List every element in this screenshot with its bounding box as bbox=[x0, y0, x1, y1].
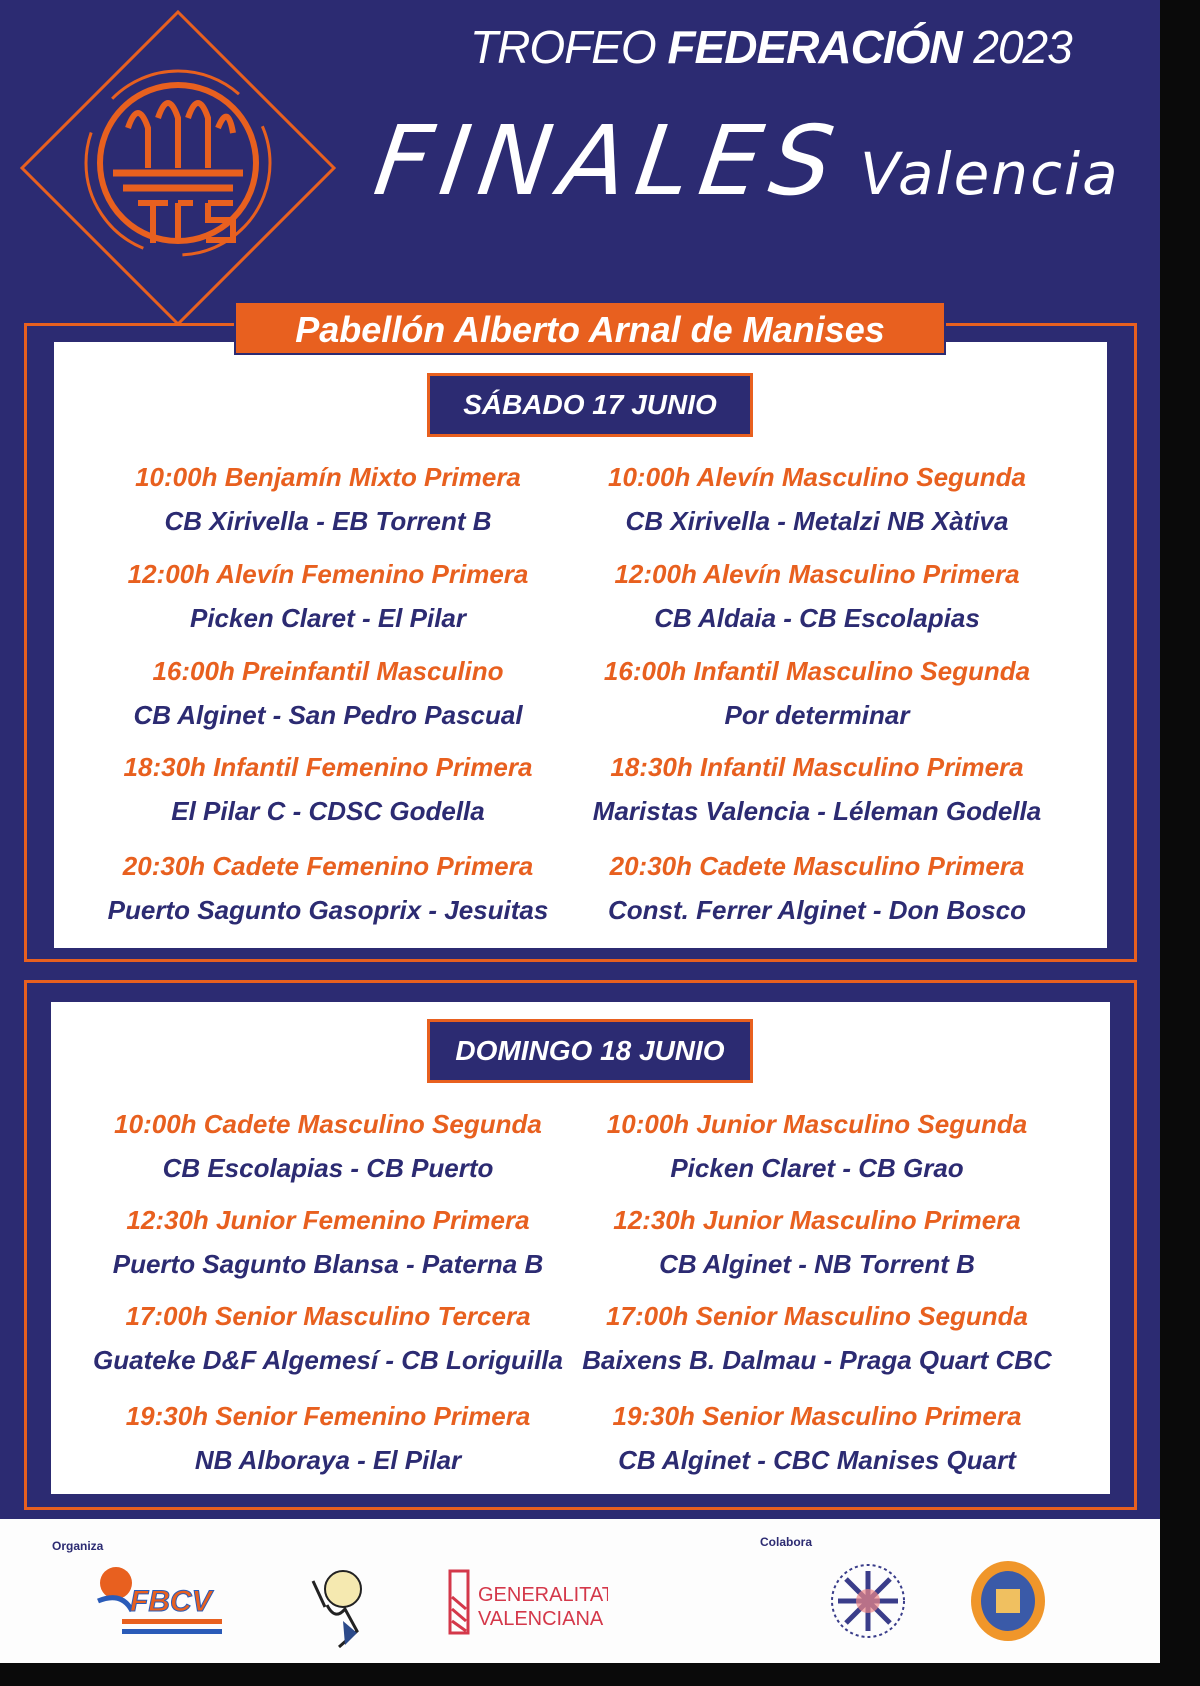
sponsors-footer: Organiza Colabora FBCV GENERALITAT VALEN… bbox=[0, 1519, 1160, 1663]
match-teams: CB Xirivella - EB Torrent B bbox=[164, 506, 492, 536]
generalitat-logo-icon: GENERALITAT VALENCIANA bbox=[448, 1569, 608, 1635]
title-trofeo: TROFEO bbox=[470, 21, 657, 73]
match-teams: Por determinar bbox=[724, 700, 910, 730]
match-teams: Picken Claret - El Pilar bbox=[189, 603, 466, 633]
trofeo-basket-logo-icon bbox=[19, 9, 337, 327]
match-title: 12:00h Alevín Femenino Primera bbox=[127, 559, 529, 589]
match-title: 20:30h Cadete Masculino Primera bbox=[609, 851, 1025, 881]
match-title: 12:30h Junior Femenino Primera bbox=[126, 1205, 530, 1235]
orange-seal-logo-icon bbox=[971, 1561, 1045, 1641]
title-city: Valencia bbox=[860, 140, 1120, 208]
match-title: 10:00h Alevín Masculino Segunda bbox=[607, 462, 1027, 492]
match-title: 17:00h Senior Masculino Segunda bbox=[606, 1301, 1028, 1331]
day-label-saturday: SÁBADO 17 JUNIO bbox=[427, 373, 753, 437]
match-teams: El Pilar C - CDSC Godella bbox=[171, 796, 485, 826]
match-teams: CB Escolapias - CB Puerto bbox=[162, 1153, 494, 1183]
match-teams: Puerto Sagunto Blansa - Paterna B bbox=[112, 1249, 544, 1279]
match-teams: CB Alginet - NB Torrent B bbox=[659, 1249, 975, 1279]
match-title: 16:00h Infantil Masculino Segunda bbox=[603, 656, 1031, 686]
match-title: 16:00h Preinfantil Masculino bbox=[152, 656, 504, 686]
match-teams: Guateke D&F Algemesí - CB Loriguilla bbox=[92, 1345, 563, 1375]
match-title: 18:30h Infantil Femenino Primera bbox=[123, 752, 533, 782]
title-year: 2023 bbox=[973, 21, 1072, 73]
match-title: 19:30h Senior Femenino Primera bbox=[125, 1401, 531, 1431]
match-title: 10:00h Cadete Masculino Segunda bbox=[114, 1109, 542, 1139]
match-teams: NB Alboraya - El Pilar bbox=[194, 1445, 462, 1475]
organiza-label: Organiza bbox=[52, 1539, 104, 1553]
match-title: 17:00h Senior Masculino Tercera bbox=[125, 1301, 531, 1331]
fbcv-logo-icon: FBCV bbox=[97, 1567, 222, 1634]
mascot-logo-icon bbox=[311, 1570, 362, 1649]
sunday-frame bbox=[24, 980, 1137, 1510]
match-title: 10:00h Benjamín Mixto Primera bbox=[135, 462, 521, 492]
match-title: 12:00h Alevín Masculino Primera bbox=[614, 559, 1020, 589]
title-finales: FINALES bbox=[368, 105, 850, 217]
match-title: 18:30h Infantil Masculino Primera bbox=[610, 752, 1024, 782]
match-teams: Puerto Sagunto Gasoprix - Jesuitas bbox=[107, 895, 549, 925]
match-title: 20:30h Cadete Femenino Primera bbox=[122, 851, 534, 881]
title-federacion: FEDERACIÓN bbox=[667, 21, 962, 73]
match-teams: CB Alginet - CBC Manises Quart bbox=[618, 1445, 1016, 1475]
day-label-sunday: DOMINGO 18 JUNIO bbox=[427, 1019, 753, 1083]
generalitat-line1: GENERALITAT bbox=[478, 1584, 608, 1606]
sunday-panel bbox=[51, 1002, 1110, 1494]
poster: TROFEO FEDERACIÓN 2023 FINALES Valencia … bbox=[0, 0, 1160, 1519]
match-teams: Baixens B. Dalmau - Praga Quart CBC bbox=[582, 1345, 1052, 1375]
match-teams: CB Alginet - San Pedro Pascual bbox=[133, 700, 523, 730]
match-teams: Maristas Valencia - Léleman Godella bbox=[592, 796, 1042, 826]
match-title: 10:00h Junior Masculino Segunda bbox=[606, 1109, 1028, 1139]
saturday-panel bbox=[54, 342, 1107, 948]
match-teams: Picken Claret - CB Grao bbox=[670, 1153, 964, 1183]
venue-label: Pabellón Alberto Arnal de Manises bbox=[234, 301, 946, 355]
manises-seal-logo-icon bbox=[831, 1564, 905, 1638]
match-teams: CB Xirivella - Metalzi NB Xàtiva bbox=[625, 506, 1009, 536]
event-title: TROFEO FEDERACIÓN 2023 bbox=[470, 20, 1073, 74]
match-title: 19:30h Senior Masculino Primera bbox=[612, 1401, 1022, 1431]
match-teams: CB Aldaia - CB Escolapias bbox=[654, 603, 980, 633]
match-title: 12:30h Junior Masculino Primera bbox=[613, 1205, 1021, 1235]
match-teams: Const. Ferrer Alginet - Don Bosco bbox=[608, 895, 1026, 925]
fbcv-text: FBCV bbox=[130, 1585, 215, 1618]
colabora-label: Colabora bbox=[760, 1535, 813, 1549]
generalitat-line2: VALENCIANA bbox=[478, 1608, 604, 1630]
